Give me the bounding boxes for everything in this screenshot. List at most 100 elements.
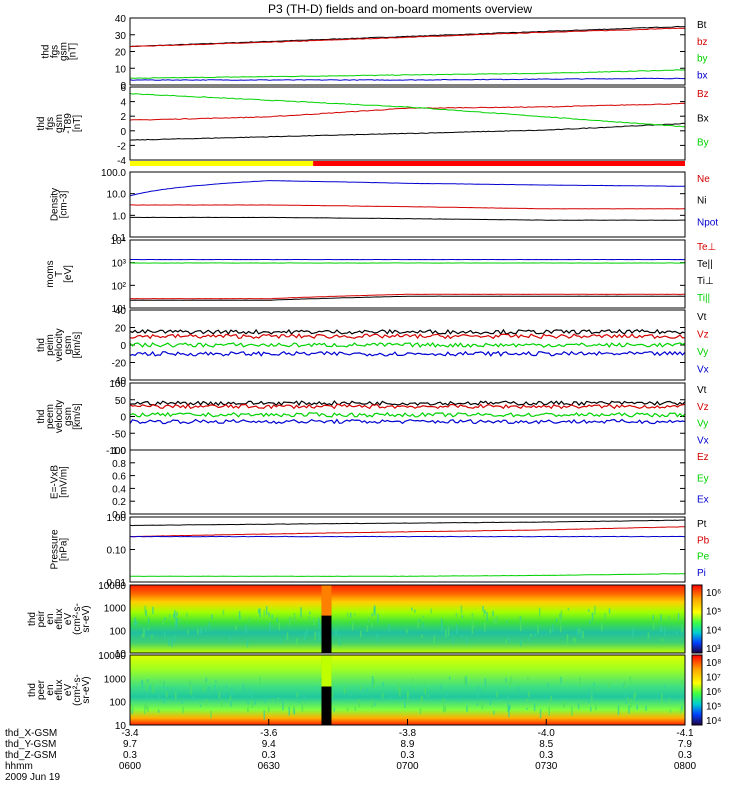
- xaxis-value: -4.0: [538, 728, 556, 739]
- ylabel-peem-vel: thdpeemvelocitygsm[km/s]: [36, 400, 83, 433]
- spectrogram-pixel: [247, 707, 249, 713]
- spectrogram-pixel: [143, 704, 146, 714]
- spectrogram-pixel: [173, 613, 175, 619]
- colorbar-label: 10⁴: [706, 625, 721, 636]
- spectrogram-pixel: [433, 635, 436, 645]
- spectrogram-pixel: [442, 698, 445, 704]
- legend-te: Te⊥: [697, 242, 716, 253]
- spectrogram-pixel: [152, 683, 154, 694]
- xaxis-value: 8.5: [539, 739, 553, 750]
- spectrogram-pixel: [171, 637, 173, 647]
- xaxis-value: 7.9: [678, 739, 692, 750]
- legend-vy: Vy: [697, 419, 708, 430]
- spectrogram-pixel: [409, 692, 411, 696]
- spectrogram-pixel: [492, 610, 494, 617]
- colorbar-peir-spec: [691, 584, 703, 654]
- spectrogram-pixel: [246, 638, 249, 648]
- spectrogram-pixel: [589, 619, 591, 625]
- ylabel-line: thd: [36, 117, 47, 131]
- ytick-label: 1.0: [112, 446, 126, 457]
- data-gap: [321, 585, 332, 653]
- spectrogram-pixel: [560, 625, 562, 633]
- spectrogram-pixel: [624, 691, 626, 698]
- xaxis-value: 0.3: [401, 750, 415, 761]
- spectrogram-pixel: [174, 616, 176, 624]
- panel-density: Density[cm-3] 100.0 10.0 1.0 0.1 Ne Ni Npot: [50, 168, 719, 244]
- ylabel-line: velocity: [54, 400, 65, 433]
- ylabel-line: (cm²-s-: [72, 603, 83, 635]
- legend-by: By: [697, 138, 709, 149]
- xaxis-value: 0800: [674, 761, 697, 772]
- spectrogram-pixel: [404, 701, 406, 708]
- spectrogram-pixel: [371, 613, 373, 617]
- status-bar-red: [313, 161, 685, 166]
- spectrogram-pixel: [527, 677, 529, 681]
- legend-bz: Bz: [697, 89, 709, 100]
- spectrogram-pixel: [555, 618, 558, 622]
- ylabel-efield: E=-VxB[mV/m]: [50, 465, 70, 500]
- ylabel-line: thd: [27, 612, 38, 626]
- spectrogram-pixel: [267, 706, 270, 713]
- spectrogram-pixel: [313, 617, 315, 626]
- legend-bx: Bx: [697, 113, 709, 124]
- spectrogram-pixel: [222, 609, 225, 616]
- spectrogram-pixel: [174, 610, 176, 619]
- spectrogram-pixel: [373, 678, 376, 689]
- spectrogram-pixel: [190, 685, 192, 695]
- spectrogram-pixel: [263, 710, 266, 720]
- status-bar: [130, 161, 685, 166]
- ylabel-temperature: momsT[eV]: [45, 260, 74, 287]
- spectrogram-pixel: [597, 688, 599, 692]
- xaxis-value: 0.3: [539, 750, 553, 761]
- spectrogram-pixel: [318, 631, 320, 637]
- spectrogram-pixel: [423, 682, 425, 686]
- spectrogram-pixel: [210, 710, 212, 719]
- spectrogram-pixel: [248, 616, 251, 622]
- spectrogram-pixel: [259, 676, 261, 686]
- ytick-label: 10: [115, 721, 127, 732]
- spectrogram-pixel: [265, 606, 268, 616]
- spectrogram-pixel: [263, 610, 265, 618]
- ytick-label: 1000: [104, 674, 127, 685]
- xaxis-value: 8.9: [401, 739, 415, 750]
- spectrogram-pixel: [582, 630, 585, 639]
- spectrogram-pixel: [205, 698, 208, 706]
- spectrogram-pixel: [419, 708, 422, 715]
- ytick-label: -50: [112, 429, 127, 440]
- spectrogram-pixel: [507, 703, 509, 712]
- spectrogram-pixel: [149, 684, 152, 691]
- ylabel-line: velocity: [54, 328, 65, 361]
- spectrogram-pixel: [632, 628, 634, 639]
- ylabel-line: peim: [45, 334, 56, 356]
- spectrogram-pixel: [186, 612, 188, 618]
- panel-frame: [129, 86, 686, 161]
- ylabel-line: (cm²-s-: [72, 674, 83, 706]
- spectrogram-pixel: [660, 627, 663, 632]
- spectrogram-pixel: [494, 618, 496, 625]
- ytick-label: 1.00: [107, 513, 127, 524]
- ytick-label: 10000: [98, 581, 126, 592]
- spectrogram-pixel: [519, 617, 522, 626]
- spectrogram-pixel: [484, 609, 486, 614]
- spectrogram-pixel: [411, 607, 413, 611]
- spectrogram-pixel: [337, 620, 340, 624]
- spectrogram-pixel: [371, 623, 373, 628]
- legend-ne: Ne: [697, 174, 710, 185]
- spectrogram-pixel: [648, 634, 651, 638]
- ytick-label: 1000: [104, 604, 127, 615]
- spectrogram-pixel: [507, 694, 509, 702]
- series-bx: [129, 122, 686, 141]
- spectrogram-pixel: [168, 614, 171, 622]
- ylabel-line: [nT]: [72, 115, 83, 132]
- spectrogram-pixel: [343, 686, 346, 695]
- colorbar-label: 10⁸: [706, 658, 721, 669]
- spectrogram-pixel: [296, 692, 299, 698]
- spectrogram-pixel: [481, 700, 484, 710]
- spectrogram-pixel: [248, 688, 251, 695]
- spectrogram-pixel: [414, 686, 416, 690]
- spectrogram-pixel: [238, 611, 241, 620]
- spectrogram-pixel: [440, 684, 442, 690]
- spectrogram-pixel: [263, 698, 266, 704]
- plot-date: 2009 Jun 19: [5, 772, 60, 783]
- spectrogram-pixel: [245, 624, 247, 634]
